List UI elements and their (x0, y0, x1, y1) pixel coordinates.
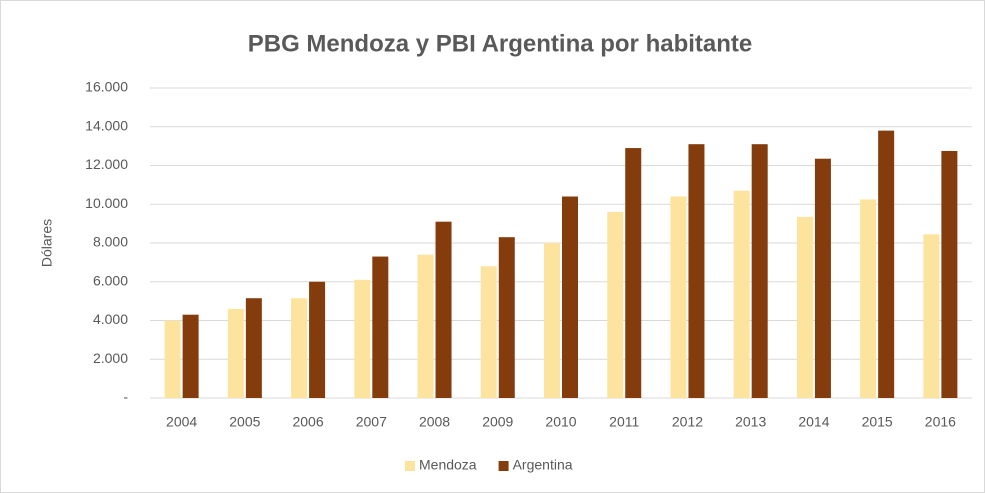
x-tick-label: 2006 (292, 414, 323, 430)
y-tick-label: 6.000 (93, 272, 128, 288)
y-axis-label: Dólares (39, 219, 55, 267)
bar (607, 212, 624, 398)
x-tick-label: 2011 (609, 414, 639, 430)
x-tick-label: 2008 (419, 414, 450, 430)
legend-label: Mendoza (419, 457, 477, 473)
y-tick-label: 12.000 (85, 156, 128, 172)
bar (291, 298, 308, 398)
bar (372, 256, 389, 398)
y-tick-label: 14.000 (85, 117, 128, 133)
legend-swatch (405, 461, 415, 471)
y-tick-label: 4.000 (93, 311, 128, 327)
bar (498, 237, 515, 398)
x-tick-label: 2012 (672, 414, 703, 430)
y-tick-label: - (123, 389, 128, 405)
bar (941, 150, 958, 398)
legend-label: Argentina (513, 457, 573, 473)
bar (860, 199, 877, 398)
bar (670, 196, 687, 398)
bar (164, 320, 181, 398)
bar (544, 243, 560, 398)
y-tick-label: 16.000 (85, 79, 128, 95)
bar (227, 308, 244, 398)
bar (354, 279, 371, 398)
bar (923, 234, 940, 398)
y-tick-label: 10.000 (85, 195, 128, 211)
bar (814, 158, 831, 398)
bar (625, 148, 642, 398)
bar (182, 314, 199, 398)
x-tick-label: 2015 (862, 414, 893, 430)
legend-swatch (498, 461, 509, 471)
x-tick-label: 2014 (798, 414, 829, 430)
bar (435, 221, 452, 398)
x-tick-label: 2013 (735, 414, 766, 430)
x-tick-label: 2016 (925, 414, 956, 430)
bar (733, 190, 750, 398)
bar (309, 281, 326, 398)
bar (480, 266, 497, 398)
bar (796, 216, 813, 398)
x-tick-label: 2009 (482, 414, 513, 430)
x-tick-label: 2010 (545, 414, 576, 430)
y-tick-label: 2.000 (93, 350, 128, 366)
x-tick-label: 2005 (229, 414, 260, 430)
x-tick-label: 2004 (166, 414, 197, 430)
chart-title: PBG Mendoza y PBI Argentina por habitant… (248, 30, 753, 57)
y-tick-label: 8.000 (93, 234, 128, 250)
bar (751, 144, 768, 398)
bar (688, 144, 705, 398)
bar (417, 254, 434, 398)
bar (562, 196, 578, 398)
bar (245, 298, 262, 398)
x-tick-label: 2007 (356, 414, 387, 430)
bar (878, 130, 895, 398)
